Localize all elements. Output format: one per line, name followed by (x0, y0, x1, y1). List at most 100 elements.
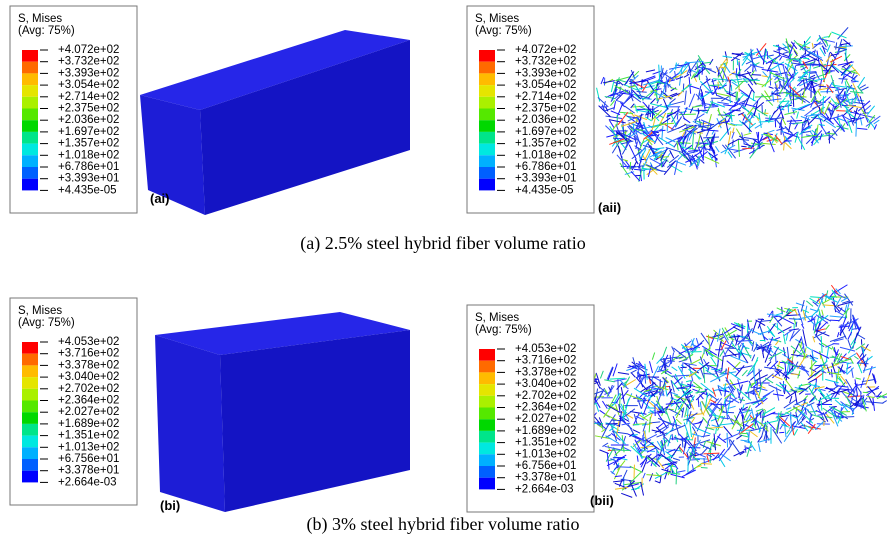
fiber (708, 352, 723, 361)
legend-swatch (22, 132, 38, 144)
fiber (737, 366, 753, 369)
legend-value: +3.393e+02 (58, 67, 119, 79)
legend-swatch (479, 85, 495, 97)
fiber (646, 475, 661, 476)
fiber (856, 122, 857, 137)
fiber (676, 469, 677, 485)
legend-value: +2.664e-03 (58, 476, 117, 488)
fiber (607, 386, 614, 397)
block-ai (140, 30, 410, 215)
fiber (703, 373, 714, 374)
fiber (690, 381, 691, 388)
fiber (763, 390, 774, 397)
legend-subtitle: (Avg: 75%) (18, 25, 75, 37)
fiber (724, 426, 733, 437)
legend-swatch (22, 144, 38, 156)
fiber (867, 396, 874, 397)
legend-swatch (479, 454, 495, 466)
fiber (794, 429, 798, 435)
fiber (725, 108, 741, 115)
legend-value: +4.053e+02 (58, 336, 119, 348)
fiber (763, 353, 764, 358)
fiber (655, 481, 660, 483)
fiber (613, 481, 624, 482)
fiber (762, 143, 775, 144)
fiber (701, 435, 710, 437)
fiber (773, 394, 784, 396)
legend: S, Mises(Avg: 75%)+4.053e+02+3.716e+02+3… (10, 298, 137, 505)
fiber (643, 102, 647, 106)
fiber (721, 454, 730, 461)
fiber (607, 452, 609, 469)
fiber (854, 356, 858, 359)
legend-swatch (22, 377, 38, 389)
fiber (837, 332, 839, 337)
fiber (821, 336, 822, 353)
legend-title: S, Mises (18, 305, 62, 317)
legend-value: +2.364e+02 (58, 395, 119, 407)
fiber (692, 431, 695, 440)
legend-value: +6.756e+01 (58, 453, 119, 465)
fiber (819, 107, 820, 114)
fiber (607, 367, 613, 380)
fiber (689, 94, 695, 107)
legend-value: +4.435e-05 (515, 184, 574, 196)
fiber (666, 148, 683, 153)
fiber (782, 354, 790, 359)
fiber (869, 366, 872, 376)
fiber (874, 124, 876, 129)
legend-value: +3.393e+01 (58, 173, 119, 185)
fiber (777, 323, 778, 331)
legend-value: +2.375e+02 (58, 103, 119, 115)
fiber (673, 458, 680, 460)
fiber (643, 473, 645, 478)
fiber (793, 61, 799, 62)
fiber (600, 371, 603, 379)
fiber (657, 423, 664, 428)
legend-value: +3.716e+02 (515, 355, 576, 367)
legend-value: +2.714e+02 (58, 91, 119, 103)
legend-value: +2.664e-03 (515, 483, 574, 495)
legend-swatch (479, 109, 495, 121)
legend-swatch (22, 447, 38, 459)
fiber (631, 171, 640, 181)
fiber (769, 330, 774, 336)
fiber (658, 418, 674, 426)
fiber (857, 100, 864, 101)
legend-swatch (22, 155, 38, 167)
legend-swatch (22, 109, 38, 121)
legend-value: +3.732e+02 (58, 56, 119, 68)
fiber (821, 401, 822, 411)
fiber (778, 316, 794, 324)
legend-swatch (479, 419, 495, 431)
fiber (702, 447, 708, 453)
legend-value: +1.689e+02 (58, 418, 119, 430)
fiber (616, 100, 623, 102)
fiber (618, 146, 621, 158)
legend-swatch (22, 471, 38, 483)
fiber (732, 54, 744, 55)
fiber (721, 418, 729, 419)
legend-subtitle: (Avg: 75%) (475, 324, 532, 336)
legend-value: +2.027e+02 (515, 413, 576, 425)
fiber (826, 325, 830, 330)
legend-swatch (479, 179, 495, 191)
legend-swatch (479, 478, 495, 490)
fiber (630, 162, 631, 170)
fiber (611, 82, 613, 92)
legend-swatch (22, 354, 38, 366)
fiber (787, 121, 802, 122)
fiber (732, 381, 749, 385)
fiber (857, 128, 867, 129)
fiber (730, 97, 731, 103)
fiber (759, 324, 765, 340)
fiber (755, 96, 771, 97)
fiber (820, 389, 825, 390)
fiber (695, 143, 707, 144)
fiber (677, 107, 678, 120)
fiber (806, 301, 813, 307)
fiber (837, 386, 847, 387)
fiber (637, 456, 638, 462)
fiber (856, 378, 861, 379)
fiber (882, 401, 886, 404)
